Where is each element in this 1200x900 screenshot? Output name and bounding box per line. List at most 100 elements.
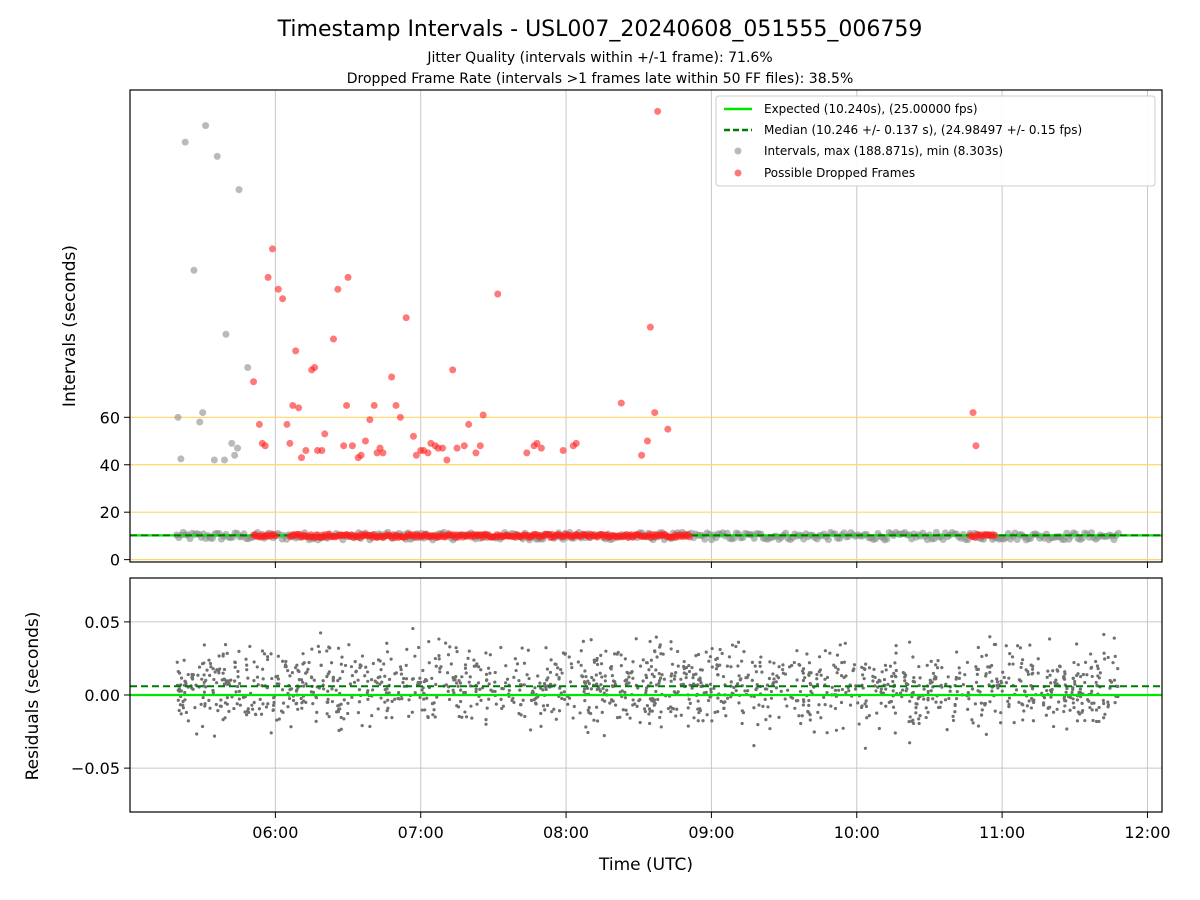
residual-point	[832, 663, 836, 667]
residual-point	[347, 643, 351, 647]
residual-point	[543, 708, 547, 712]
residual-point	[527, 676, 531, 681]
residual-point	[861, 686, 865, 690]
residual-point	[353, 660, 357, 664]
residual-point	[917, 717, 921, 721]
residual-point	[246, 707, 250, 711]
residual-point	[659, 725, 663, 729]
residual-point	[625, 712, 629, 716]
residual-point	[371, 688, 375, 692]
residual-point	[456, 705, 461, 709]
residual-point	[658, 676, 663, 680]
residual-point	[326, 700, 330, 704]
residual-point	[786, 688, 790, 692]
residual-point	[627, 675, 631, 679]
residual-point	[699, 684, 703, 689]
residual-point	[587, 705, 591, 710]
residual-point	[624, 708, 628, 712]
residual-point	[368, 724, 372, 729]
residuals-y-axis-label: Residuals (seconds)	[23, 612, 43, 781]
residual-point	[936, 705, 941, 710]
residual-point	[781, 663, 785, 667]
residual-point	[464, 715, 469, 719]
residual-point	[221, 671, 225, 675]
residual-point	[518, 688, 522, 692]
residual-point	[844, 691, 848, 695]
residual-point	[458, 681, 462, 685]
interval-point	[883, 535, 891, 543]
dropped-frame-point	[261, 442, 269, 450]
residual-point	[669, 640, 673, 644]
residual-point	[644, 675, 649, 680]
residual-point	[554, 662, 558, 666]
residual-point	[847, 689, 851, 693]
residual-point	[865, 716, 869, 720]
residual-point	[567, 655, 571, 659]
residual-point	[718, 647, 722, 652]
residual-point	[325, 675, 329, 679]
dropped-frame-point	[638, 451, 646, 459]
residual-point	[630, 669, 634, 674]
residual-point	[746, 689, 750, 693]
residual-point	[907, 719, 911, 724]
intervals-y-tick-label-3: 60	[100, 408, 120, 427]
residual-point	[339, 715, 343, 720]
residual-point	[600, 698, 605, 702]
residual-point	[1098, 671, 1102, 675]
residual-point	[988, 700, 992, 704]
residual-point	[966, 691, 970, 695]
residual-point	[943, 698, 948, 702]
residual-point	[371, 661, 375, 666]
residual-point	[807, 703, 811, 707]
residual-point	[864, 704, 869, 709]
residual-point	[839, 673, 844, 678]
residual-point	[590, 675, 594, 680]
dropped-frame-point	[443, 456, 451, 464]
residual-point	[311, 690, 316, 694]
residual-point	[914, 706, 918, 710]
residual-point	[576, 660, 580, 664]
residual-point	[357, 700, 362, 704]
residual-point	[917, 695, 921, 700]
residual-point	[750, 678, 754, 683]
residual-point	[383, 688, 387, 692]
residual-point	[306, 667, 310, 671]
residual-point	[719, 699, 723, 703]
residual-point	[894, 675, 898, 679]
residual-point	[184, 680, 188, 684]
residual-point	[890, 674, 894, 678]
residual-point	[1111, 661, 1115, 665]
residual-point	[1112, 636, 1116, 640]
residual-point	[539, 686, 543, 690]
residual-point	[877, 726, 881, 731]
residual-point	[823, 703, 827, 707]
residual-point	[265, 655, 270, 659]
residual-point	[595, 719, 600, 723]
residual-point	[444, 683, 448, 687]
residual-point	[737, 674, 741, 678]
residual-point	[271, 703, 276, 707]
residual-point	[594, 673, 598, 677]
residual-point	[286, 669, 290, 673]
residual-point	[879, 701, 883, 705]
residual-point	[238, 703, 242, 707]
residual-point	[339, 727, 343, 731]
intervals-y-tick-label-2: 40	[100, 456, 120, 475]
residual-point	[924, 715, 928, 720]
residual-point	[463, 663, 468, 667]
dropped-frame-point	[460, 442, 468, 450]
residual-point	[984, 672, 988, 676]
residual-point	[350, 673, 354, 678]
residual-point	[346, 701, 350, 705]
residual-point	[587, 710, 591, 715]
residual-point	[860, 704, 864, 708]
residual-point	[1063, 670, 1067, 674]
dropped-frame-point	[292, 347, 300, 355]
residual-point	[688, 683, 692, 687]
residual-point	[499, 645, 503, 650]
residual-point	[1030, 667, 1035, 671]
residual-point	[661, 652, 665, 656]
residual-point	[908, 741, 912, 745]
residual-point	[212, 677, 216, 682]
residual-point	[233, 679, 237, 683]
